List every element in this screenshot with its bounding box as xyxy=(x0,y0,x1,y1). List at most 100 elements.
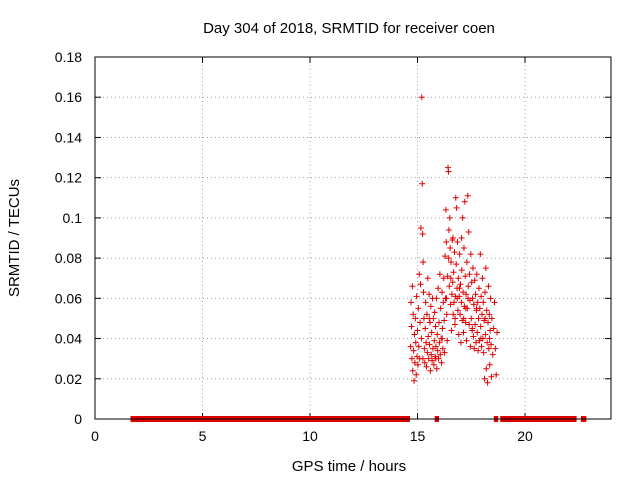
data-point xyxy=(447,245,454,252)
data-point xyxy=(447,301,454,308)
data-point xyxy=(439,325,446,332)
data-point xyxy=(448,291,455,298)
data-point xyxy=(422,299,429,306)
y-axis-label: SRMTID / TECUs xyxy=(6,179,23,297)
data-point xyxy=(416,271,423,278)
data-point xyxy=(464,192,471,199)
data-point xyxy=(458,235,465,241)
data-point xyxy=(473,271,480,278)
data-point xyxy=(450,311,457,318)
data-point xyxy=(446,283,453,290)
data-point xyxy=(473,305,480,312)
data-point xyxy=(451,299,458,306)
data-point xyxy=(417,319,424,326)
data-point xyxy=(432,343,439,350)
data-point xyxy=(471,345,478,352)
data-point xyxy=(470,333,477,340)
data-point xyxy=(417,281,424,288)
data-point xyxy=(424,349,431,356)
data-point xyxy=(492,345,499,352)
chart-title: Day 304 of 2018, SRMTID for receiver coe… xyxy=(203,20,495,37)
data-point xyxy=(418,335,425,342)
data-point xyxy=(429,357,436,364)
data-point xyxy=(439,289,446,296)
data-point xyxy=(479,311,485,318)
data-point xyxy=(432,323,439,330)
data-point xyxy=(436,339,443,346)
data-point xyxy=(441,349,448,356)
data-point xyxy=(465,228,472,235)
data-point xyxy=(465,295,472,302)
data-point xyxy=(419,355,426,362)
data-point xyxy=(431,309,438,316)
data-point xyxy=(478,343,485,350)
data-point xyxy=(487,327,494,334)
data-point xyxy=(451,249,458,256)
axis-ticks xyxy=(94,56,611,420)
data-point xyxy=(475,315,482,322)
data-point xyxy=(482,331,489,338)
data-point xyxy=(447,275,454,282)
data-point xyxy=(465,283,472,290)
data-point xyxy=(472,321,479,328)
data-point xyxy=(454,295,461,302)
data-point xyxy=(484,339,491,346)
data-point xyxy=(428,351,435,358)
data-point xyxy=(460,329,467,336)
data-point xyxy=(449,235,456,241)
data-point xyxy=(423,339,430,346)
data-point xyxy=(439,345,446,352)
data-point xyxy=(443,295,450,302)
data-point xyxy=(426,315,433,322)
y-tick-label: 0.08 xyxy=(55,250,82,266)
data-point xyxy=(433,365,440,372)
data-point xyxy=(409,367,416,374)
grid-lines xyxy=(95,57,611,419)
data-point xyxy=(477,323,484,330)
x-tick-label: 0 xyxy=(91,428,99,444)
data-point xyxy=(443,239,450,246)
data-point xyxy=(493,371,500,378)
data-point xyxy=(413,371,420,378)
data-point xyxy=(427,367,434,374)
data-point xyxy=(483,365,490,372)
data-point xyxy=(423,311,430,318)
data-point xyxy=(477,335,484,342)
data-point xyxy=(475,285,482,292)
data-point xyxy=(421,345,428,352)
x-tick-label: 20 xyxy=(517,428,533,444)
y-tick-label: 0.02 xyxy=(55,371,82,387)
data-point xyxy=(444,273,451,280)
data-point xyxy=(410,347,417,354)
data-point xyxy=(467,251,474,258)
data-point xyxy=(434,347,441,354)
data-point xyxy=(485,319,492,326)
data-point xyxy=(446,214,453,221)
data-point xyxy=(484,379,491,386)
data-point xyxy=(466,321,473,328)
data-point xyxy=(411,377,418,384)
data-point xyxy=(480,299,487,306)
data-point xyxy=(462,305,469,312)
data-point xyxy=(439,335,446,342)
data-point xyxy=(456,285,463,292)
data-point xyxy=(466,271,473,278)
data-point xyxy=(415,305,422,312)
data-point xyxy=(481,375,488,382)
data-point xyxy=(444,337,451,344)
data-point xyxy=(463,337,470,344)
data-point xyxy=(455,331,462,338)
data-point xyxy=(461,198,468,205)
data-point xyxy=(471,277,478,284)
data-point xyxy=(436,319,442,326)
data-point xyxy=(429,345,436,352)
data-point xyxy=(435,285,442,292)
data-point xyxy=(414,361,421,368)
data-point xyxy=(443,311,450,318)
data-point xyxy=(472,339,479,346)
data-point xyxy=(407,343,414,350)
data-point xyxy=(477,251,484,258)
x-axis-label: GPS time / hours xyxy=(292,458,406,475)
data-point xyxy=(472,291,479,298)
data-point xyxy=(474,329,481,336)
